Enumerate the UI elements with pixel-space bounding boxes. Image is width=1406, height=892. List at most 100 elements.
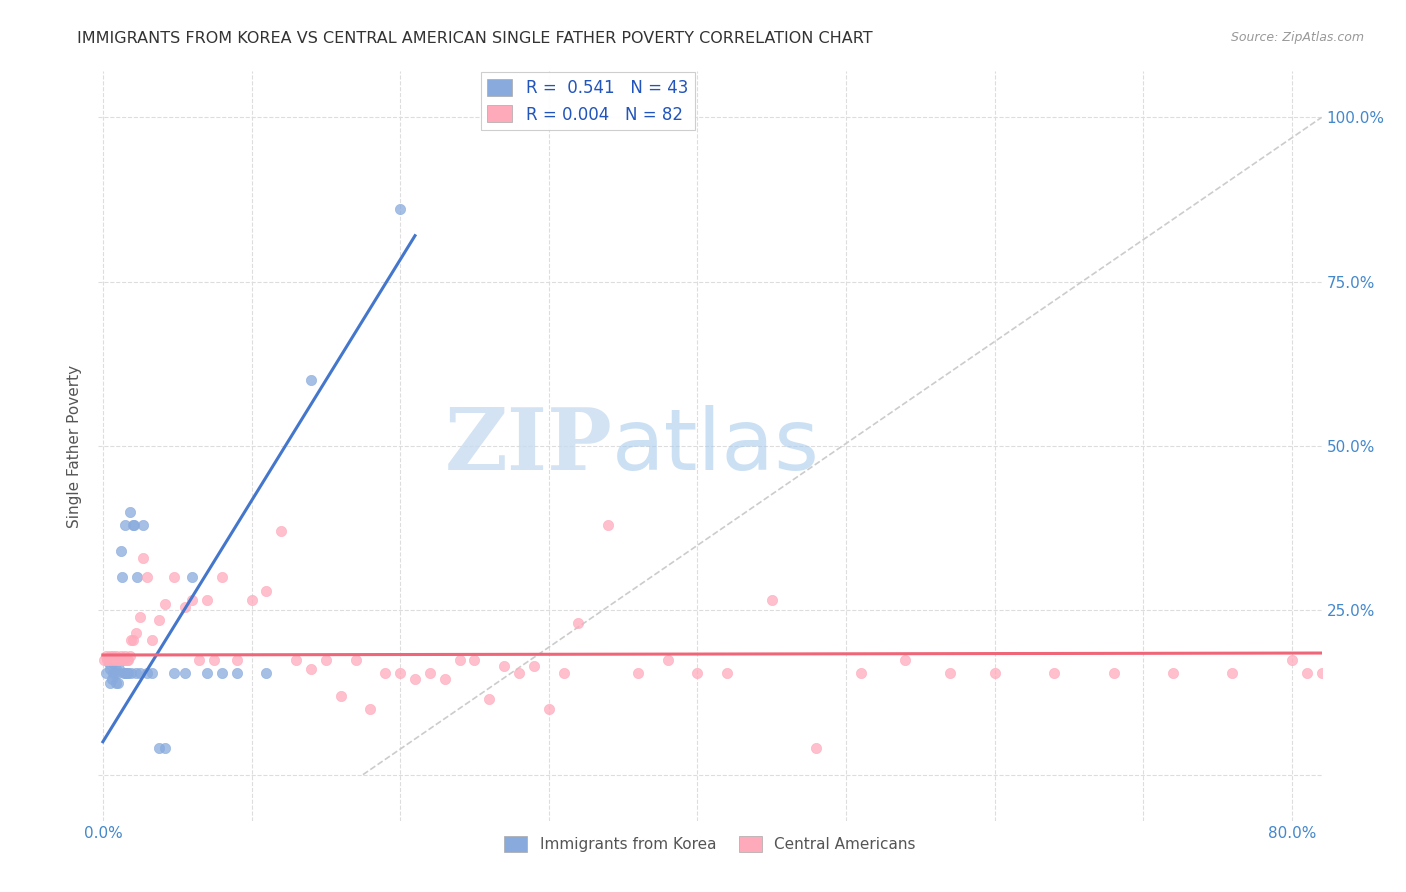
Point	[141, 632, 163, 647]
Point	[1399, 682, 1406, 697]
Point	[104, 652, 127, 666]
Point	[1326, 656, 1348, 670]
Point	[374, 665, 396, 680]
Point	[939, 665, 962, 680]
Point	[270, 524, 292, 539]
Point	[716, 665, 738, 680]
Point	[115, 665, 138, 680]
Point	[129, 665, 152, 680]
Point	[1281, 652, 1303, 666]
Point	[108, 652, 131, 666]
Point	[114, 665, 136, 680]
Point	[181, 593, 204, 607]
Point	[122, 517, 145, 532]
Point	[195, 665, 218, 680]
Point	[104, 665, 127, 680]
Point	[329, 689, 352, 703]
Point	[389, 665, 412, 680]
Point	[111, 652, 134, 666]
Point	[98, 663, 121, 677]
Point	[118, 649, 141, 664]
Point	[1369, 741, 1392, 756]
Point	[598, 517, 620, 532]
Point	[107, 652, 129, 666]
Point	[117, 652, 139, 666]
Point	[94, 649, 117, 664]
Point	[114, 517, 136, 532]
Point	[148, 613, 170, 627]
Point	[537, 702, 560, 716]
Point	[103, 649, 125, 664]
Point	[657, 652, 679, 666]
Point	[553, 665, 575, 680]
Point	[132, 517, 155, 532]
Point	[254, 665, 277, 680]
Point	[105, 649, 128, 664]
Point	[285, 652, 308, 666]
Point	[315, 652, 337, 666]
Text: Source: ZipAtlas.com: Source: ZipAtlas.com	[1230, 31, 1364, 45]
Point	[103, 665, 125, 680]
Point	[761, 593, 783, 607]
Point	[433, 673, 456, 687]
Point	[97, 656, 120, 670]
Point	[117, 665, 139, 680]
Text: ZIP: ZIP	[444, 404, 612, 488]
Point	[98, 675, 121, 690]
Point	[983, 665, 1005, 680]
Point	[849, 665, 872, 680]
Point	[211, 665, 233, 680]
Point	[225, 652, 247, 666]
Point	[894, 652, 917, 666]
Point	[101, 652, 124, 666]
Text: IMMIGRANTS FROM KOREA VS CENTRAL AMERICAN SINGLE FATHER POVERTY CORRELATION CHAR: IMMIGRANTS FROM KOREA VS CENTRAL AMERICA…	[77, 31, 873, 46]
Point	[107, 675, 129, 690]
Point	[111, 570, 134, 584]
Point	[148, 741, 170, 756]
Point	[1161, 665, 1184, 680]
Point	[112, 652, 135, 666]
Point	[103, 656, 125, 670]
Point	[202, 652, 225, 666]
Point	[389, 202, 412, 217]
Point	[508, 665, 530, 680]
Text: atlas: atlas	[612, 404, 820, 488]
Point	[478, 692, 501, 706]
Point	[494, 659, 516, 673]
Point	[108, 663, 131, 677]
Point	[155, 741, 177, 756]
Point	[107, 665, 129, 680]
Point	[124, 665, 146, 680]
Point	[141, 665, 163, 680]
Point	[96, 652, 118, 666]
Point	[112, 665, 135, 680]
Point	[110, 649, 132, 664]
Point	[125, 570, 148, 584]
Point	[299, 663, 322, 677]
Point	[110, 544, 132, 558]
Point	[132, 550, 155, 565]
Point	[120, 665, 142, 680]
Point	[129, 610, 152, 624]
Point	[419, 665, 441, 680]
Point	[120, 632, 142, 647]
Point	[1355, 665, 1378, 680]
Point	[136, 570, 159, 584]
Point	[1222, 665, 1244, 680]
Point	[299, 373, 322, 387]
Point	[1295, 665, 1317, 680]
Point	[1340, 597, 1362, 611]
Point	[105, 675, 128, 690]
Point	[115, 652, 138, 666]
Point	[240, 593, 263, 607]
Point	[567, 616, 589, 631]
Point	[211, 570, 233, 584]
Point	[93, 652, 115, 666]
Point	[108, 652, 131, 666]
Y-axis label: Single Father Poverty: Single Father Poverty	[67, 365, 83, 527]
Point	[449, 652, 471, 666]
Point	[627, 665, 650, 680]
Point	[97, 652, 120, 666]
Point	[136, 665, 159, 680]
Point	[1043, 665, 1066, 680]
